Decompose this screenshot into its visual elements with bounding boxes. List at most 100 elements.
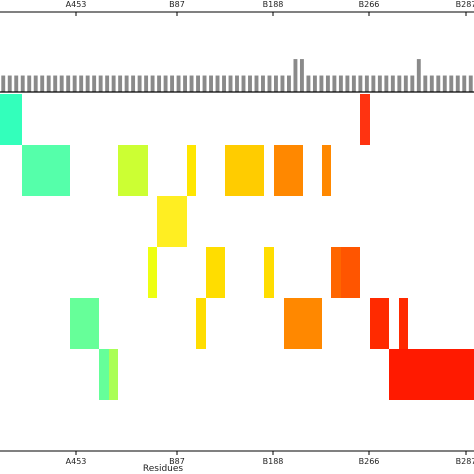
- frequency-bar: [14, 75, 19, 92]
- contact-cell: [370, 298, 389, 349]
- frequency-bar: [267, 75, 272, 92]
- top-tick-label: B188: [263, 0, 284, 9]
- frequency-bar: [377, 75, 382, 92]
- frequency-bar: [176, 75, 181, 92]
- contact-cell: [157, 196, 187, 247]
- frequency-bar: [358, 75, 363, 92]
- frequency-bar: [442, 75, 447, 92]
- frequency-bar: [144, 75, 149, 92]
- contact-cell: [148, 247, 157, 298]
- contact-cell: [331, 247, 341, 298]
- contact-cell: [70, 298, 99, 349]
- frequency-bar: [215, 75, 220, 92]
- contact-cell: [264, 247, 274, 298]
- x-axis-label: Residues: [143, 464, 184, 474]
- bottom-axis-ticks: A453 B87 B188 B266 B287: [66, 451, 474, 466]
- top-tick-label: A453: [66, 0, 87, 9]
- frequency-bar: [423, 75, 428, 92]
- frequency-bar: [27, 75, 32, 92]
- frequency-bar: [111, 75, 116, 92]
- frequency-bar: [403, 75, 408, 92]
- frequency-bar: [85, 75, 90, 92]
- frequency-bar: [150, 75, 155, 92]
- contact-cell: [284, 298, 322, 349]
- frequency-bar: [53, 75, 58, 92]
- frequency-bar: [351, 75, 356, 92]
- top-tick-label: B266: [359, 0, 380, 9]
- frequency-bar: [209, 75, 213, 92]
- frequency-bar: [319, 75, 324, 92]
- contact-cell: [225, 145, 264, 196]
- frequency-bar: [293, 59, 298, 92]
- bottom-tick-label: B287: [456, 457, 474, 466]
- frequency-bar: [98, 75, 103, 92]
- contact-frequency-bars: [1, 59, 473, 92]
- contact-cell: [389, 349, 474, 400]
- frequency-bar: [33, 75, 38, 92]
- frequency-bar: [416, 59, 421, 92]
- frequency-bar: [384, 75, 389, 92]
- frequency-bar: [306, 75, 311, 92]
- contact-cell: [322, 145, 331, 196]
- frequency-bar: [429, 75, 434, 92]
- frequency-bar: [7, 75, 12, 92]
- frequency-bar: [92, 75, 97, 92]
- top-tick-label: B87: [169, 0, 185, 9]
- frequency-bar: [105, 75, 110, 92]
- frequency-bar: [189, 75, 194, 92]
- frequency-bar: [40, 75, 45, 92]
- frequency-bar: [468, 75, 473, 92]
- top-tick-label: B287: [456, 0, 474, 9]
- frequency-bar: [157, 75, 162, 92]
- frequency-bar: [261, 75, 265, 92]
- frequency-bar: [287, 75, 291, 92]
- bottom-tick-label: B266: [359, 457, 380, 466]
- frequency-bar: [449, 75, 454, 92]
- frequency-bar: [338, 75, 343, 92]
- frequency-bar: [274, 75, 278, 92]
- frequency-bar: [397, 75, 402, 92]
- contact-cell: [22, 145, 70, 196]
- frequency-bar: [332, 75, 337, 92]
- frequency-bar: [59, 75, 64, 92]
- contact-cell: [187, 145, 196, 196]
- frequency-bar: [183, 75, 188, 92]
- frequency-bar: [79, 75, 84, 92]
- frequency-bar: [46, 75, 51, 92]
- bottom-tick-label: B188: [263, 457, 284, 466]
- contact-cell: [118, 145, 148, 196]
- bottom-tick-label: A453: [66, 457, 87, 466]
- frequency-bar: [20, 75, 25, 92]
- frequency-bar: [222, 75, 226, 92]
- frequency-bar: [124, 75, 129, 92]
- frequency-bar: [118, 75, 123, 92]
- bottom-tick-label: B87: [169, 457, 185, 466]
- frequency-bar: [325, 75, 330, 92]
- frequency-bar: [1, 75, 6, 92]
- frequency-bar: [455, 75, 460, 92]
- contact-cell: [0, 94, 22, 145]
- residue-contact-map: [0, 94, 474, 400]
- frequency-bar: [170, 75, 175, 92]
- frequency-bar: [254, 75, 259, 92]
- contact-cell: [206, 247, 225, 298]
- frequency-bar: [299, 59, 304, 92]
- frequency-bar: [390, 75, 395, 92]
- frequency-bar: [345, 75, 350, 92]
- contact-cell: [99, 349, 109, 400]
- top-axis-ticks: A453 B87 B188 B266 B287: [66, 0, 474, 16]
- frequency-bar: [72, 75, 77, 92]
- contact-cell: [399, 298, 408, 349]
- contact-cell: [274, 145, 303, 196]
- frequency-bar: [462, 75, 467, 92]
- frequency-bar: [248, 75, 252, 92]
- contact-cell: [341, 247, 360, 298]
- contact-cell: [109, 349, 118, 400]
- frequency-bar: [66, 75, 71, 92]
- frequency-bar: [371, 75, 376, 92]
- frequency-bar: [436, 75, 441, 92]
- frequency-bar: [196, 75, 200, 92]
- frequency-bar: [241, 75, 246, 92]
- frequency-bar: [131, 75, 136, 92]
